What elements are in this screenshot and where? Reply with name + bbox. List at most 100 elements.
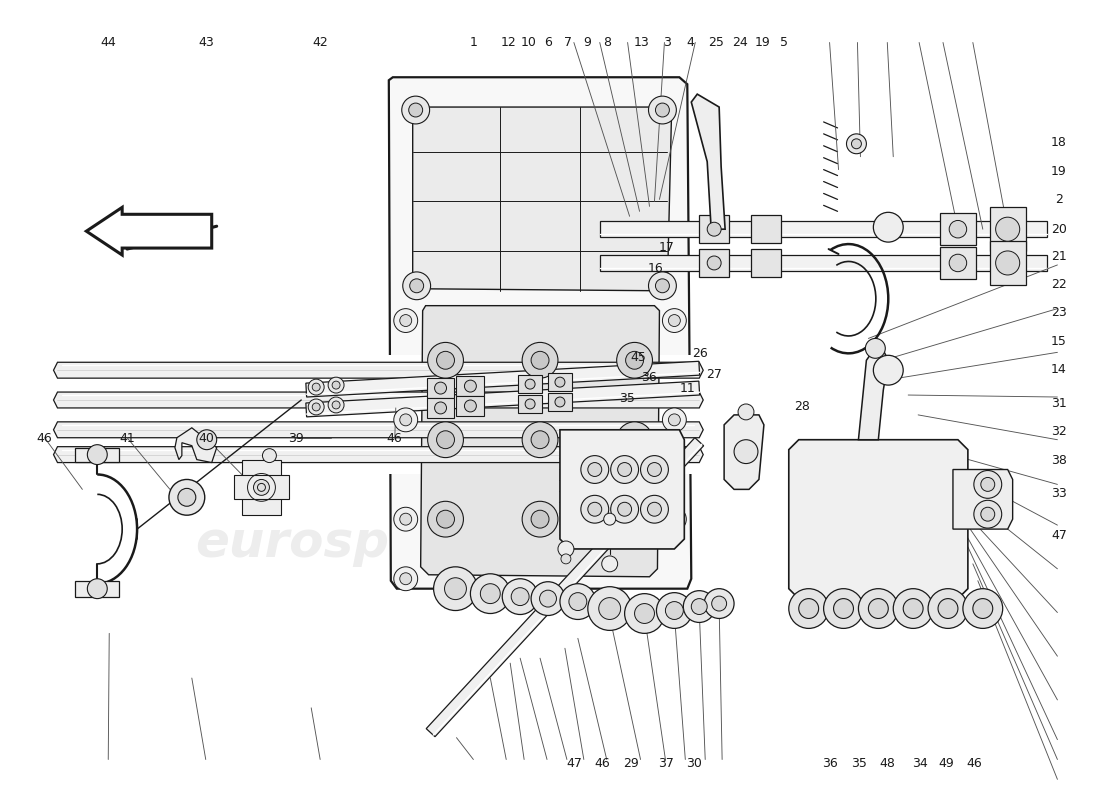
Circle shape bbox=[399, 414, 411, 426]
Circle shape bbox=[525, 399, 535, 409]
Circle shape bbox=[434, 382, 447, 394]
Text: 41: 41 bbox=[120, 432, 135, 445]
Circle shape bbox=[556, 377, 565, 387]
Text: 2: 2 bbox=[1055, 194, 1063, 206]
Polygon shape bbox=[700, 215, 729, 243]
Polygon shape bbox=[233, 475, 289, 499]
Text: 47: 47 bbox=[1050, 529, 1067, 542]
Circle shape bbox=[253, 479, 270, 495]
Circle shape bbox=[598, 598, 620, 619]
Circle shape bbox=[789, 589, 828, 629]
Circle shape bbox=[481, 584, 500, 603]
Text: 20: 20 bbox=[1050, 222, 1067, 236]
Polygon shape bbox=[306, 362, 700, 397]
Circle shape bbox=[437, 430, 454, 449]
Text: 24: 24 bbox=[733, 36, 748, 49]
Text: 10: 10 bbox=[520, 36, 536, 49]
Circle shape bbox=[962, 589, 1003, 629]
Circle shape bbox=[522, 502, 558, 537]
Circle shape bbox=[649, 96, 676, 124]
Circle shape bbox=[437, 510, 454, 528]
Polygon shape bbox=[76, 448, 119, 462]
Circle shape bbox=[666, 602, 683, 619]
Circle shape bbox=[332, 401, 340, 409]
Text: 28: 28 bbox=[794, 400, 810, 413]
Circle shape bbox=[522, 342, 558, 378]
Polygon shape bbox=[54, 362, 703, 378]
Circle shape bbox=[626, 430, 644, 449]
Text: 36: 36 bbox=[640, 371, 657, 384]
Circle shape bbox=[525, 379, 535, 389]
Circle shape bbox=[428, 342, 463, 378]
Circle shape bbox=[464, 380, 476, 392]
Polygon shape bbox=[76, 581, 119, 597]
Polygon shape bbox=[518, 375, 542, 393]
Circle shape bbox=[402, 96, 430, 124]
Circle shape bbox=[626, 510, 644, 528]
Circle shape bbox=[640, 456, 669, 483]
Circle shape bbox=[531, 582, 565, 615]
Circle shape bbox=[471, 574, 510, 614]
Circle shape bbox=[328, 377, 344, 393]
Circle shape bbox=[531, 351, 549, 370]
Polygon shape bbox=[600, 255, 1047, 271]
Circle shape bbox=[972, 598, 993, 618]
Circle shape bbox=[257, 483, 265, 491]
Circle shape bbox=[707, 222, 722, 236]
Polygon shape bbox=[54, 422, 703, 438]
Circle shape bbox=[581, 456, 608, 483]
Text: 13: 13 bbox=[634, 36, 650, 49]
Polygon shape bbox=[990, 207, 1025, 251]
Circle shape bbox=[734, 440, 758, 463]
Circle shape bbox=[648, 462, 661, 477]
Circle shape bbox=[444, 578, 466, 600]
Circle shape bbox=[738, 404, 754, 420]
Circle shape bbox=[799, 598, 818, 618]
Circle shape bbox=[556, 397, 565, 407]
Polygon shape bbox=[990, 241, 1025, 285]
Polygon shape bbox=[518, 395, 542, 413]
Text: 46: 46 bbox=[387, 432, 403, 445]
Circle shape bbox=[712, 596, 727, 611]
Text: 4: 4 bbox=[686, 36, 694, 49]
Circle shape bbox=[640, 495, 669, 523]
Circle shape bbox=[903, 598, 923, 618]
Text: 17: 17 bbox=[659, 241, 675, 254]
Circle shape bbox=[868, 598, 889, 618]
Circle shape bbox=[873, 355, 903, 385]
Polygon shape bbox=[427, 398, 454, 418]
Text: 35: 35 bbox=[850, 758, 867, 770]
Circle shape bbox=[669, 514, 680, 525]
Text: 40: 40 bbox=[198, 432, 214, 445]
Circle shape bbox=[587, 586, 631, 630]
Polygon shape bbox=[940, 214, 976, 245]
Circle shape bbox=[399, 514, 411, 525]
Text: 14: 14 bbox=[1050, 363, 1067, 376]
Polygon shape bbox=[456, 376, 484, 396]
Text: 11: 11 bbox=[680, 382, 696, 395]
Circle shape bbox=[657, 593, 692, 629]
Circle shape bbox=[399, 314, 411, 326]
Circle shape bbox=[928, 589, 968, 629]
Text: 19: 19 bbox=[1050, 165, 1067, 178]
Text: 12: 12 bbox=[500, 36, 516, 49]
Circle shape bbox=[626, 351, 644, 370]
Circle shape bbox=[409, 279, 424, 293]
Circle shape bbox=[328, 397, 344, 413]
Circle shape bbox=[464, 400, 476, 412]
Text: 46: 46 bbox=[595, 758, 610, 770]
Polygon shape bbox=[175, 428, 217, 462]
Text: 34: 34 bbox=[912, 758, 927, 770]
Circle shape bbox=[503, 578, 538, 614]
Text: 35: 35 bbox=[618, 392, 635, 405]
Polygon shape bbox=[54, 392, 703, 408]
Polygon shape bbox=[412, 107, 671, 290]
Text: 25: 25 bbox=[708, 36, 724, 49]
Polygon shape bbox=[940, 247, 976, 279]
Polygon shape bbox=[789, 440, 968, 598]
Circle shape bbox=[403, 272, 430, 300]
Circle shape bbox=[561, 554, 571, 564]
Circle shape bbox=[635, 603, 654, 623]
Circle shape bbox=[669, 414, 680, 426]
Polygon shape bbox=[54, 446, 703, 462]
